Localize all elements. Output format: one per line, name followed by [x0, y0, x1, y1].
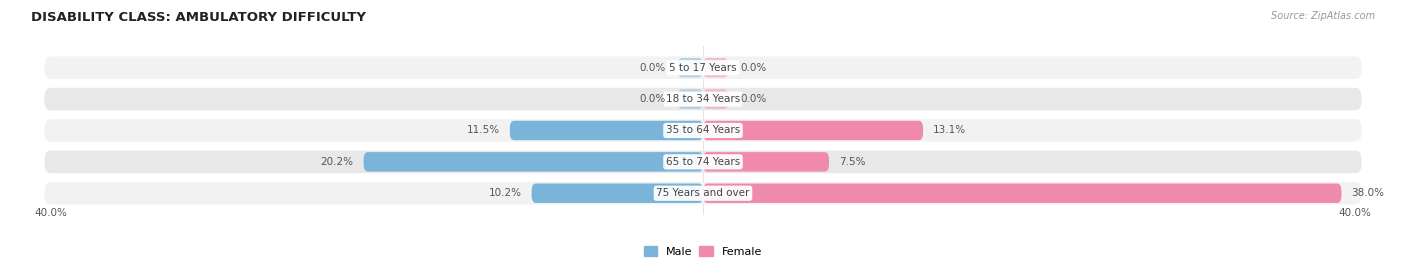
FancyBboxPatch shape: [45, 151, 1361, 173]
FancyBboxPatch shape: [364, 152, 703, 172]
FancyBboxPatch shape: [531, 183, 703, 203]
FancyBboxPatch shape: [45, 88, 1361, 110]
FancyBboxPatch shape: [703, 183, 1341, 203]
Text: 40.0%: 40.0%: [1339, 208, 1372, 218]
Text: 75 Years and over: 75 Years and over: [657, 188, 749, 198]
Text: 38.0%: 38.0%: [1351, 188, 1385, 198]
Text: 18 to 34 Years: 18 to 34 Years: [666, 94, 740, 104]
FancyBboxPatch shape: [678, 58, 703, 77]
FancyBboxPatch shape: [510, 121, 703, 140]
Text: 0.0%: 0.0%: [740, 63, 766, 73]
Text: 65 to 74 Years: 65 to 74 Years: [666, 157, 740, 167]
Text: 5 to 17 Years: 5 to 17 Years: [669, 63, 737, 73]
FancyBboxPatch shape: [703, 121, 924, 140]
FancyBboxPatch shape: [703, 58, 728, 77]
FancyBboxPatch shape: [703, 89, 728, 109]
Text: DISABILITY CLASS: AMBULATORY DIFFICULTY: DISABILITY CLASS: AMBULATORY DIFFICULTY: [31, 11, 366, 24]
Text: 0.0%: 0.0%: [740, 94, 766, 104]
Text: 0.0%: 0.0%: [640, 94, 666, 104]
Text: 20.2%: 20.2%: [321, 157, 353, 167]
Text: 10.2%: 10.2%: [488, 188, 522, 198]
Text: 40.0%: 40.0%: [34, 208, 67, 218]
Text: 11.5%: 11.5%: [467, 125, 499, 136]
FancyBboxPatch shape: [45, 56, 1361, 79]
Text: 0.0%: 0.0%: [640, 63, 666, 73]
FancyBboxPatch shape: [45, 182, 1361, 204]
Text: 7.5%: 7.5%: [839, 157, 866, 167]
Legend: Male, Female: Male, Female: [644, 246, 762, 257]
Text: 13.1%: 13.1%: [934, 125, 966, 136]
Text: Source: ZipAtlas.com: Source: ZipAtlas.com: [1271, 11, 1375, 21]
Text: 35 to 64 Years: 35 to 64 Years: [666, 125, 740, 136]
FancyBboxPatch shape: [678, 89, 703, 109]
FancyBboxPatch shape: [45, 119, 1361, 142]
FancyBboxPatch shape: [703, 152, 830, 172]
